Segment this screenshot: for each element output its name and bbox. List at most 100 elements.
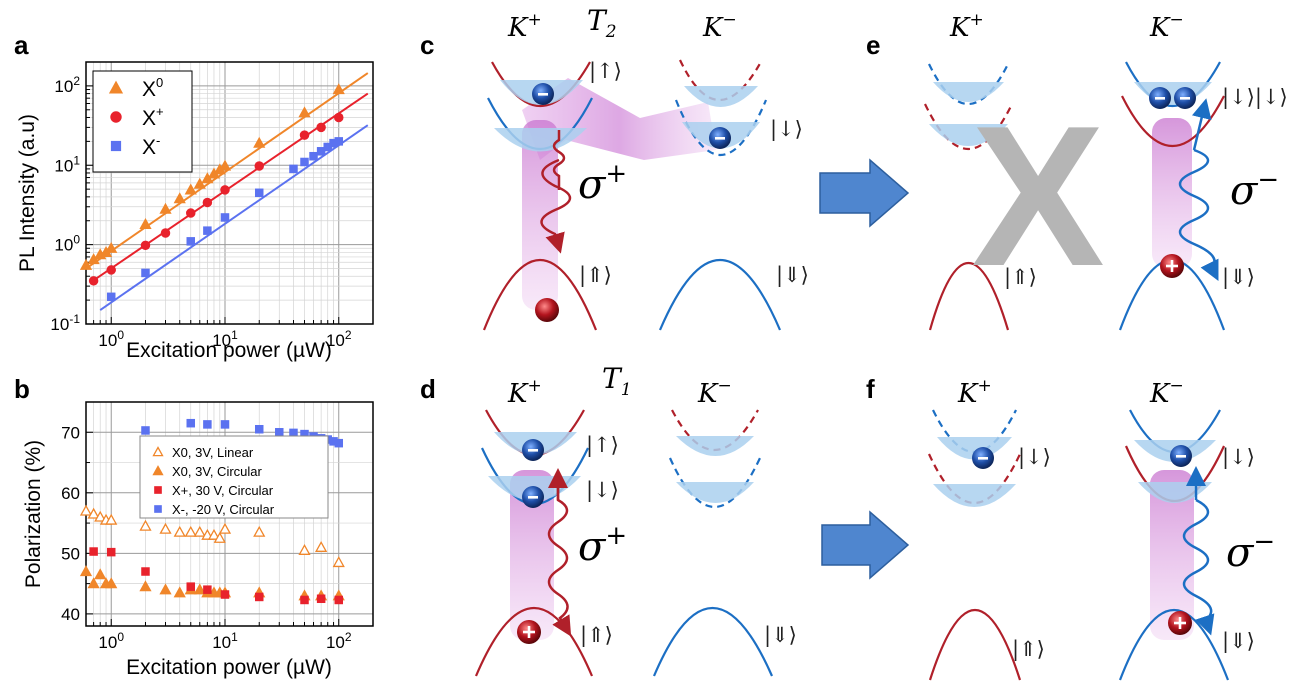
data-point [207,528,221,540]
chart-a-ylabel: PL Intensity (a.u) [16,114,39,272]
data-point [254,188,264,198]
diagram-c: K+ T2 K− |↑⟩ |↓⟩ |⇑⟩ |⇓⟩ σ+ [482,4,809,331]
data-point [300,429,309,439]
y-tick-label: 40 [61,605,80,624]
data-point [316,594,326,604]
data-point [203,226,212,235]
data-point [334,595,344,605]
data-point [213,531,226,543]
data-point [218,522,232,534]
data-point [139,519,152,531]
data-point [300,157,309,167]
label-k-minus-e: K− [1149,10,1184,43]
label-k-minus-c: K− [702,10,737,43]
panel-label-e: e [866,30,880,60]
data-point [329,138,338,148]
data-point [253,525,266,537]
data-point [299,130,310,140]
y-tick-label: 100 [54,233,80,255]
legend-label: X+, 30 V, Circular [172,483,274,498]
data-point [79,258,93,270]
legend-label: X-, -20 V, Circular [172,502,275,517]
data-point [141,426,150,435]
data-point [159,583,172,595]
data-point [334,112,344,123]
band-valence-k-plus [474,606,594,677]
data-point [160,228,171,238]
data-point [88,276,99,286]
photon-arrow-up [552,130,566,190]
data-point [94,510,107,522]
panel-label-c: c [420,30,434,60]
band-valence-k-minus [658,258,782,331]
data-point [289,428,298,438]
data-point [220,185,230,195]
data-point [332,83,345,95]
plus-icon [527,626,531,638]
ket-hole-down-f: |⇓⟩ [1222,629,1255,654]
ket-hole-down-d: |⇓⟩ [764,623,797,648]
data-point [79,565,93,577]
minus-icon [1180,97,1190,100]
y-tick-label: 70 [61,423,80,442]
legend-label: X0, 3V, Circular [172,464,263,479]
label-k-minus-f: K− [1149,376,1184,409]
fill-k-minus-lower [1138,482,1212,503]
ket-spin-down-down-e: |↓⟩|↓⟩ [1222,85,1288,110]
legend-label: X- [142,133,160,159]
photon-arrow-up [1191,98,1212,151]
photon-wave-d [547,478,572,637]
legend-marker [110,111,122,123]
data-point [218,159,232,171]
data-point [173,586,186,598]
data-point [220,420,230,429]
legend-marker [154,486,162,494]
data-point [220,590,230,599]
chart-a-legend: X0X+X- [92,70,193,173]
data-point [309,151,318,161]
data-point [315,540,328,552]
data-point [254,424,264,434]
chart-b-legend-entries: X0, 3V, Linear X0, 3V, Circular X+, 30 V, … [152,445,275,517]
y-tick-label: 60 [61,484,80,503]
fit-line [85,72,369,270]
chart-a-series [79,72,369,311]
chart-a-legend-box [92,70,193,173]
data-point [87,577,100,589]
ket-spin-down-c: |↓⟩ [770,117,803,142]
data-point [253,136,266,148]
process-arrow-bottom [821,510,910,580]
legend-label: X0, 3V, Linear [172,445,254,460]
band-valence-k-minus [652,606,774,677]
ket-spin-up-d: |↑⟩ [586,433,619,458]
fill-k-plus-lower [933,484,1016,507]
data-point [300,595,309,605]
panel-label-f: f [866,374,875,404]
label-time-t2: T2 [587,4,617,42]
legend-marker [152,446,164,457]
data-point [186,208,196,218]
fit-line [99,124,369,311]
band-valence-k-plus [482,258,598,331]
data-point [184,525,197,537]
data-point [186,582,196,591]
y-tick-label: 102 [54,74,80,96]
data-point [106,547,116,557]
band-valence-k-plus [928,262,1010,331]
photon-wave-f [1182,498,1215,636]
data-point [275,428,284,437]
data-point [159,522,172,534]
panel-label-a: a [14,30,29,60]
x-tick-label: 100 [98,328,124,350]
data-point [334,137,344,146]
ket-hole-up-c: |⇑⟩ [579,263,612,288]
data-point [105,577,118,589]
fill-k-minus-upper [684,86,758,107]
chart-b-ylabel: Polarization (%) [22,440,45,588]
ket-hole-up-e: |⇑⟩ [1004,265,1037,290]
band-k-minus-upper-dashed [679,59,763,101]
chart-a-frame [85,61,374,325]
data-point [139,580,152,592]
minus-icon [538,93,548,96]
